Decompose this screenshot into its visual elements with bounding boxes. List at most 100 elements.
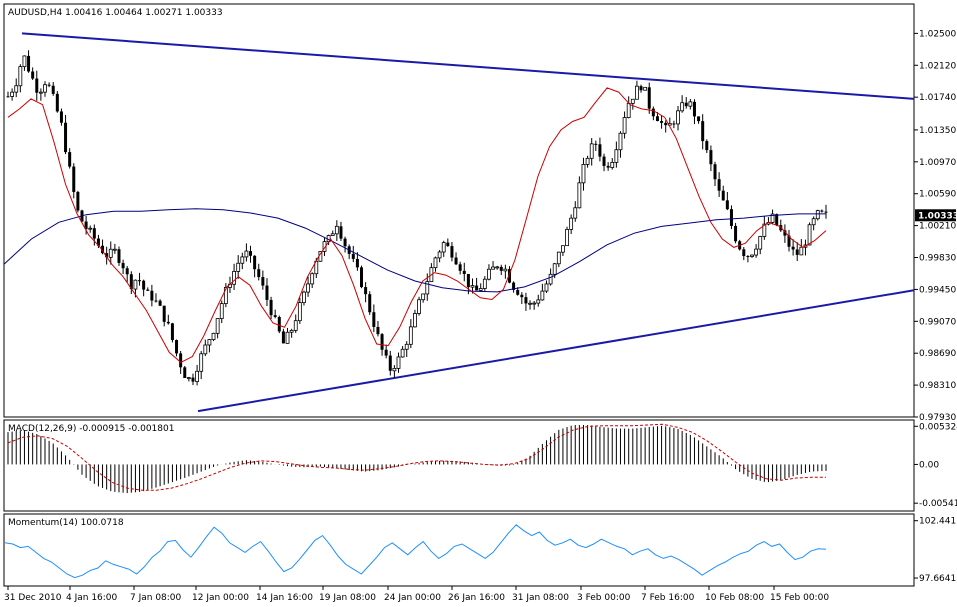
candle-body-down [606,165,610,168]
candle-body-up [680,102,685,112]
candle-body-up [400,348,405,358]
candle-body-up [750,254,754,257]
candle-body-up [232,271,236,285]
candle-body-up [195,370,199,382]
candle-body-down [257,269,261,278]
y-tick-label: 1.02120 [919,61,956,71]
candle-body-down [121,262,125,269]
x-tick-label: 31 Jan 08:00 [512,593,569,603]
candle-body-down [775,214,779,226]
candle-body-down [647,87,651,109]
candle-body-up [334,225,339,235]
y-tick-label: 0.99830 [919,254,956,264]
x-tick-label: 14 Jan 16:00 [256,593,313,603]
candle-body-up [585,157,590,165]
candle-body-up [544,283,549,292]
candle-body-up [470,285,475,288]
candle-body-down [166,321,170,324]
macd-header: MACD(12,26,9) -0.000915 -0.001801 [8,424,174,434]
candle-body-down [598,144,602,157]
candle-body-down [446,242,450,247]
y-tick-label: 0.99450 [919,285,956,295]
candle-body-down [146,289,150,291]
candle-body-up [223,287,228,305]
candle-body-up [528,302,532,305]
candle-body-down [462,270,466,274]
macd-y-tick-label: 0.005324 [919,422,957,432]
candle-body-down [664,122,668,126]
last-price-badge [915,209,956,222]
candle-body-down [692,101,696,117]
x-tick-label: 4 Jan 16:00 [66,593,118,603]
y-tick-label: 0.98310 [919,381,956,391]
candle-body-up [108,248,113,258]
y-tick-label: 1.00970 [919,158,956,168]
x-tick-label: 7 Feb 16:00 [641,593,695,603]
y-tick-label: 1.00590 [919,190,956,200]
candle-body-up [540,290,545,301]
candle-body-up [815,210,820,220]
candle-body-down [516,289,520,295]
candle-body-down [450,246,454,258]
candle-body-down [368,294,372,313]
candle-body-down [96,238,100,246]
candle-body-up [552,263,557,275]
candle-body-up [635,85,639,100]
x-tick-label: 10 Feb 08:00 [705,593,764,603]
candle-body-up [10,91,15,97]
candle-body-down [746,256,750,258]
candle-body-down [820,210,824,212]
candle-body-up [487,268,491,280]
candle-body-down [68,152,72,167]
candle-body-up [133,279,138,290]
candle-body-down [265,285,269,300]
candle-body-up [310,273,315,285]
candle-body-up [618,132,623,151]
candle-body-down [660,121,664,123]
candle-body-down [138,280,142,282]
candle-body-down [388,355,392,371]
lower-trendline[interactable] [197,289,915,413]
candle-body-down [787,235,791,247]
candle-body-up [589,143,594,159]
candle-body-up [482,278,487,289]
candle-body-down [520,294,524,298]
candle-body-down [158,300,162,306]
upper-trendline[interactable] [21,32,915,100]
candle-body-up [396,356,401,369]
candle-body-down [701,121,705,142]
candle-body-down [376,326,380,335]
candle-body-down [35,78,39,93]
candle-body-up [643,86,648,91]
candle-body-up [112,248,117,251]
candle-body-down [351,253,355,259]
candle-body-up [413,313,417,328]
candle-body-down [783,230,787,236]
candle-body-up [219,303,224,319]
candle-body-up [293,320,298,331]
candle-body-up [211,332,216,340]
candle-body-down [249,251,253,256]
candle-body-down [343,238,347,247]
candle-body-up [203,344,208,355]
candle-body-down [162,305,166,322]
candle-body-down [384,349,388,356]
last-price-label: 1.00333 [918,211,957,221]
macd-y-tick-label: 0.00 [919,460,939,470]
momentum-header: Momentum(14) 100.0718 [8,518,124,528]
candle-body-down [705,141,709,151]
candle-body-down [64,122,68,153]
momentum-line [4,524,827,579]
fast-moving-average-line [7,87,827,363]
candle-body-down [355,258,359,268]
candle-body-up [433,257,438,269]
candle-body-up [811,218,816,226]
candle-body-down [253,255,257,270]
candle-body-down [742,249,746,257]
symbol-header: AUDUSD,H4 1.00416 1.00464 1.00271 1.0033… [8,8,223,18]
candle-body-up [630,98,635,104]
candle-body-down [179,353,183,368]
candle-body-down [277,316,281,332]
candle-body-up [421,293,426,301]
